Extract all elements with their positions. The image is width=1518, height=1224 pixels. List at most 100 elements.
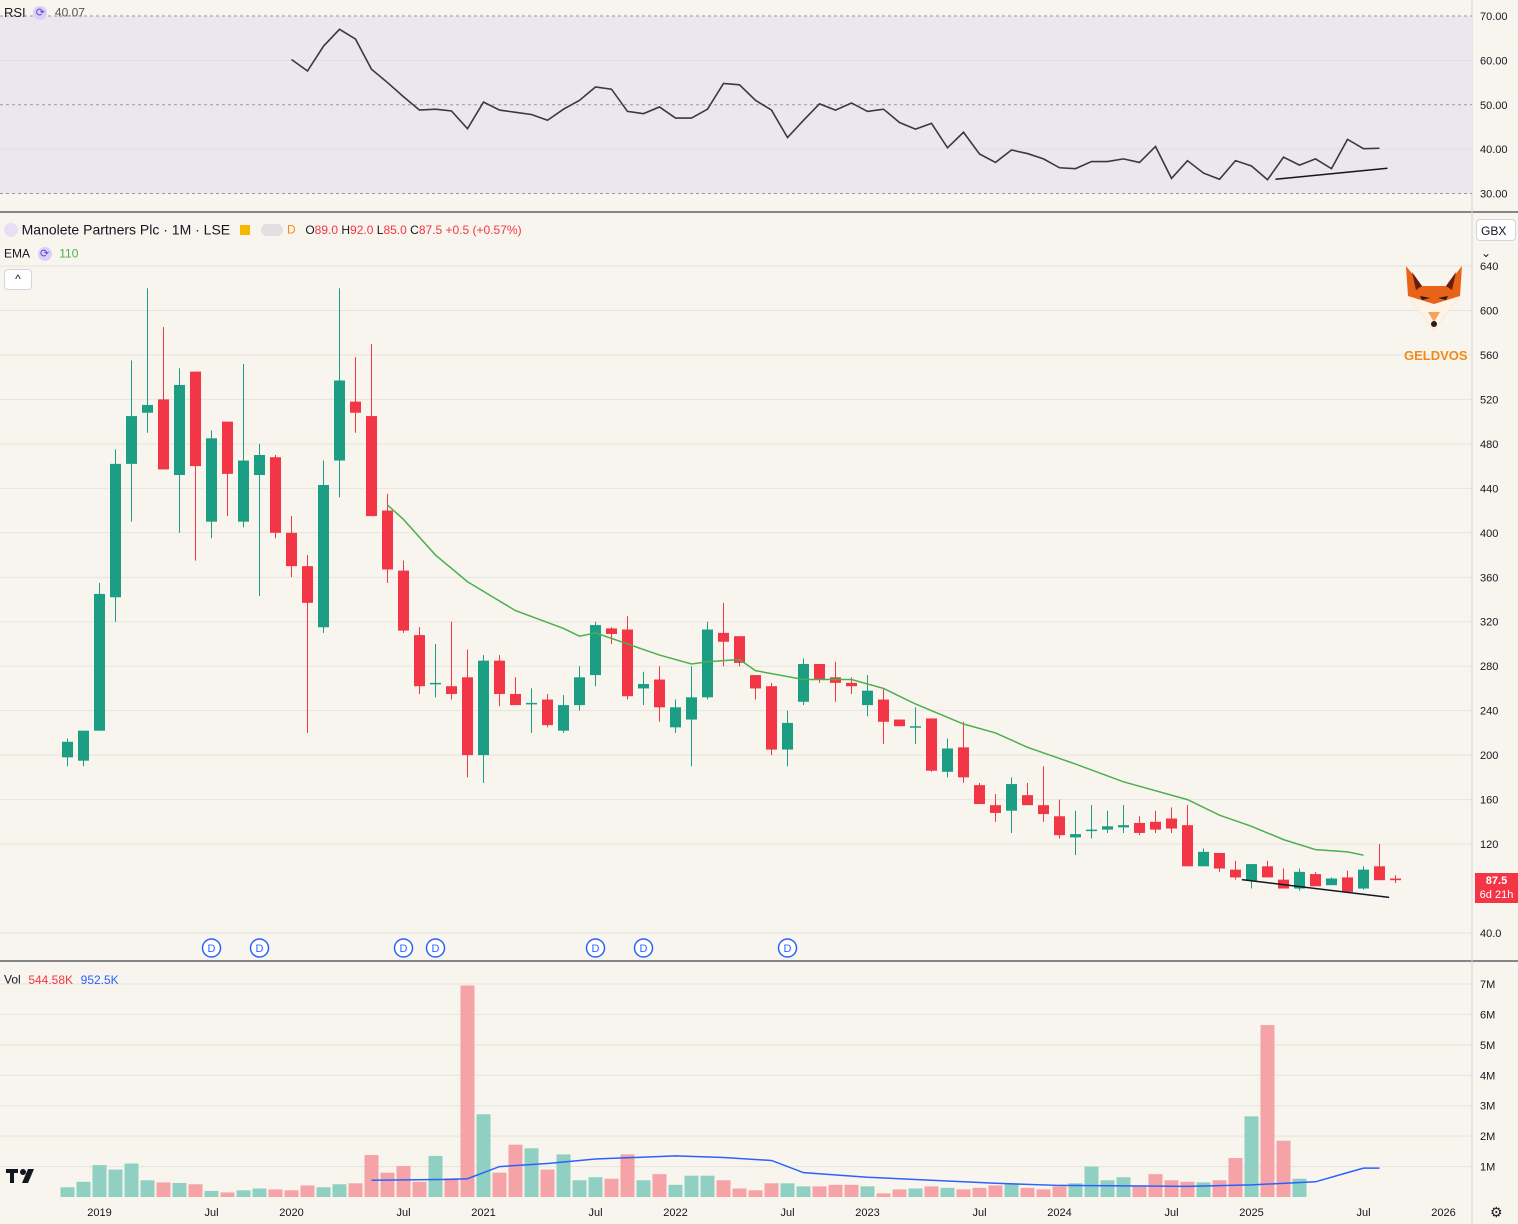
dividend-marker [393,938,414,958]
candle-body [718,632,729,642]
refresh-icon[interactable]: ⟳ [37,246,52,261]
settings-gear-icon[interactable]: ⚙ [1490,1204,1503,1220]
volume-bar [508,1144,523,1197]
symbol-title[interactable]: Manolete Partners Plc · 1M · LSE [21,221,231,238]
candle-body [238,460,249,522]
volume-bar [236,1190,251,1197]
volume-bar [252,1188,267,1197]
volume-bar [476,1114,491,1197]
candle-body [782,722,793,750]
time-tick-label: 2019 [87,1207,111,1219]
dividend-marker [777,938,798,958]
volume-bar [636,1180,651,1197]
time-tick-label: Jul [396,1207,410,1219]
price-tick-label: 280 [1480,661,1498,673]
volume-bar [1036,1189,1051,1197]
high-value: 92.0 [350,222,374,237]
volume-bar [156,1182,171,1197]
time-tick-label: 2024 [1047,1207,1071,1219]
candle-body [590,625,601,676]
price-tick-label: 400 [1480,528,1498,540]
ohlc-readout: O89.0 H92.0 L85.0 C87.5 +0.5 (+0.57%) [305,222,522,237]
volume-label: Vol [4,972,21,987]
candle-body [382,510,393,570]
candle-body [142,404,153,413]
dividend-marker-label: D [640,943,648,955]
volume-ma-line [371,1155,1380,1188]
volume-bar [1212,1180,1227,1197]
candle-body [638,683,649,689]
high-label: H [341,222,351,237]
candle-body [286,532,297,567]
price-tick-label: 480 [1480,439,1498,451]
candle-body [1342,877,1353,892]
tradingview-logo[interactable] [6,1167,38,1191]
price-tick-label: 40.0 [1480,928,1501,940]
volume-tick-label: 2M [1480,1131,1495,1143]
volume-bar [124,1163,139,1197]
symbol-legend: Manolete Partners Plc · 1M · LSE D O89.0… [4,221,522,238]
volume-bar [92,1165,107,1197]
refresh-icon[interactable]: ⟳ [33,5,48,20]
volume-bar [172,1183,187,1197]
volume-bar [604,1178,619,1197]
volume-bar [1084,1166,1099,1197]
volume-bar [524,1148,539,1197]
volume-bar [876,1193,891,1197]
candle-body [254,454,265,475]
flag-icon[interactable] [239,224,250,235]
candle-body [670,707,681,728]
candle-body [334,380,345,461]
volume-bar [1004,1184,1019,1197]
close-label: C [410,222,419,237]
volume-bar [396,1165,411,1197]
price-tick-label: 320 [1480,617,1498,629]
candle-body [1262,866,1273,878]
visibility-toggle-icon[interactable] [261,223,284,236]
candle-body [686,697,697,720]
volume-bar [828,1184,843,1197]
volume-bar [1164,1180,1179,1197]
candle-body [1006,784,1017,811]
volume-bar [556,1154,571,1197]
rsi-tick-label: 70.00 [1480,11,1508,23]
volume-bar [924,1186,939,1197]
candle-body [1102,826,1113,830]
time-tick-label: 2021 [471,1207,495,1219]
volume-tick-label: 7M [1480,979,1495,991]
volume-bar [1228,1158,1243,1197]
time-tick-label: 2025 [1239,1207,1263,1219]
candle-body [862,690,873,706]
candle-body [1182,825,1193,867]
support-trendline [1241,878,1390,899]
candle-body [1086,829,1097,832]
data-badge: D [287,222,296,237]
ema-label: EMA [4,246,31,261]
rsi-band [0,16,1472,194]
volume-bar [1292,1178,1307,1197]
volume-bar [572,1180,587,1197]
candle-body [1054,816,1065,836]
currency-select[interactable]: GBX ⌄ [1476,219,1516,260]
volume-bar [892,1189,907,1197]
low-value: 85.0 [383,222,407,237]
dividend-marker [249,938,270,958]
candle-body [542,699,553,726]
volume-bar [284,1190,299,1197]
time-tick-label: Jul [204,1207,218,1219]
currency-label: GBX [1481,224,1507,238]
dividend-marker [425,938,446,958]
low-label: L [376,222,384,237]
candle-body [974,785,985,805]
volume-bar [956,1189,971,1197]
change-value: +0.5 (+0.57%) [445,222,522,237]
time-tick-label: 2023 [855,1207,879,1219]
candle-body [702,629,713,698]
last-price: 87.5 [1485,875,1508,887]
volume-bar [316,1187,331,1197]
candle-body [734,636,745,663]
collapse-legend-button[interactable]: ^ [4,269,32,290]
candle-body [302,566,313,603]
candle-body [318,484,329,628]
dividend-marker-label: D [432,943,440,955]
